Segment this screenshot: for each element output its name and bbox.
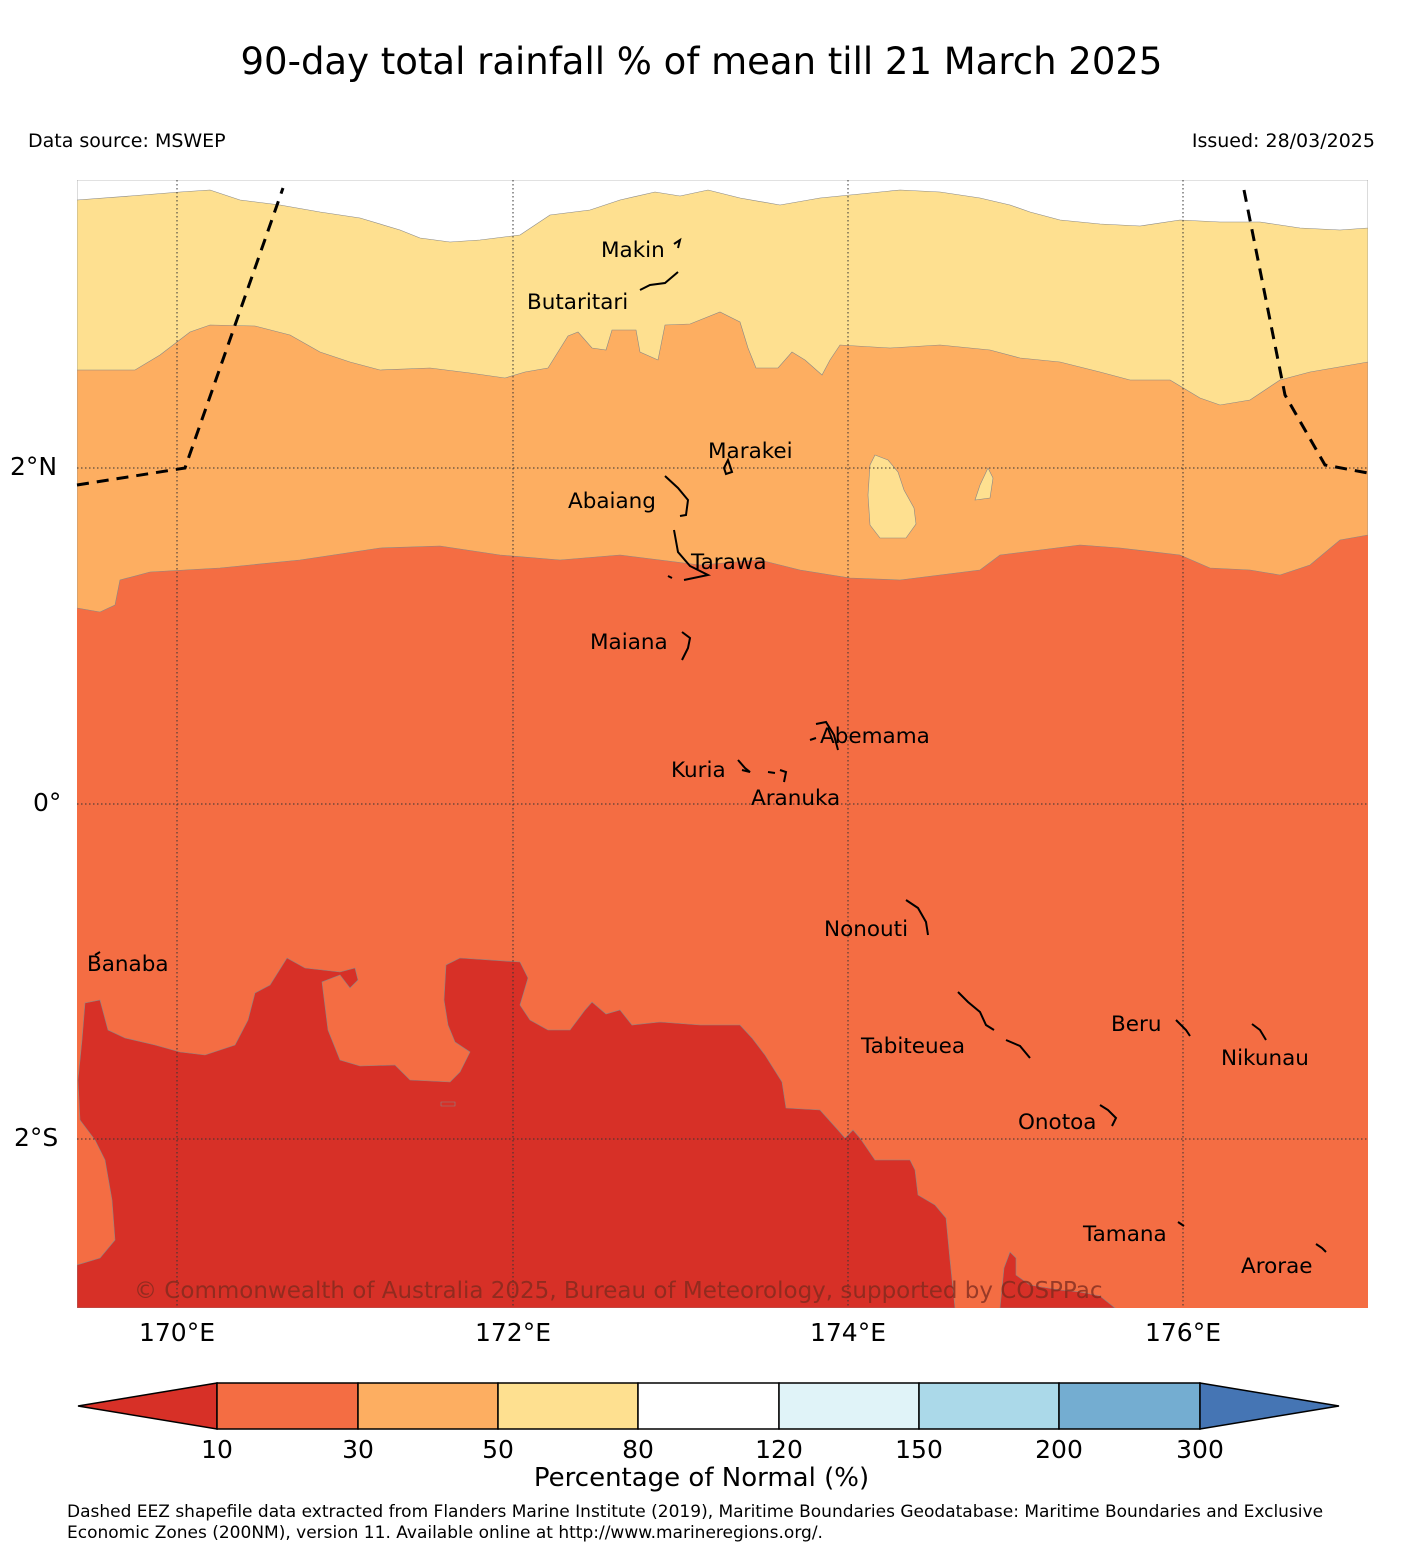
label-kuria: Kuria xyxy=(671,758,726,783)
issued-date: Issued: 28/03/2025 xyxy=(1191,130,1375,152)
colorbar-segment-10-30 xyxy=(216,1382,359,1430)
place-labels: Makin Butaritari Marakei Abaiang Tarawa … xyxy=(87,238,1312,1279)
island-marakei xyxy=(722,457,734,476)
graticule xyxy=(77,180,1368,1308)
label-maiana: Maiana xyxy=(590,630,668,655)
island-tarawa xyxy=(667,529,712,581)
island-nonouti xyxy=(905,899,929,936)
island-abemama xyxy=(809,720,839,751)
patch-50-80-a xyxy=(867,454,917,539)
island-outlines xyxy=(94,237,1327,1253)
island-arorae xyxy=(1315,1243,1327,1253)
island-butaritari xyxy=(639,271,679,291)
island-kuria xyxy=(737,759,751,773)
colorbar-tick: 150 xyxy=(895,1435,943,1464)
label-beru: Beru xyxy=(1111,1012,1161,1037)
island-beru xyxy=(1175,1019,1191,1037)
label-tarawa: Tarawa xyxy=(690,550,767,575)
patch-50-80-b xyxy=(974,467,994,501)
lat-label-2s: 2°S xyxy=(14,1123,59,1152)
label-onotoa: Onotoa xyxy=(1018,1110,1096,1135)
colorbar-title: Percentage of Normal (%) xyxy=(533,1463,870,1493)
island-nikunau xyxy=(1251,1023,1267,1041)
colorbar-segment-lt10 xyxy=(77,1382,218,1430)
island-tabiteuea xyxy=(957,991,1031,1059)
colorbar-segment-50-80 xyxy=(497,1382,639,1430)
label-nikunau: Nikunau xyxy=(1221,1046,1309,1071)
label-butaritari: Butaritari xyxy=(527,290,628,315)
label-arorae: Arorae xyxy=(1241,1254,1312,1279)
colorbar-tick: 200 xyxy=(1035,1435,1083,1464)
label-nonouti: Nonouti xyxy=(824,917,908,942)
island-tamana xyxy=(1177,1221,1185,1227)
colorbar-segment-80-120 xyxy=(637,1382,780,1430)
island-makin xyxy=(673,237,682,249)
colorbar-segment-30-50 xyxy=(357,1382,499,1430)
colorbar xyxy=(77,1382,1340,1430)
colorbar-segment-gt300 xyxy=(1199,1382,1340,1430)
colorbar-segment-150-200 xyxy=(918,1382,1060,1430)
label-aranuka: Aranuka xyxy=(751,786,840,811)
band-80-120 xyxy=(77,180,1368,243)
footnote: Dashed EEZ shapefile data extracted from… xyxy=(67,1502,1324,1543)
label-abemama: Abemama xyxy=(820,724,930,749)
patch-below-10-b xyxy=(999,1251,1116,1308)
rainfall-contours xyxy=(77,180,1368,1308)
colorbar-tick: 10 xyxy=(201,1435,233,1464)
patch-below-10-c xyxy=(440,1101,456,1107)
colorbar-tick: 300 xyxy=(1176,1435,1224,1464)
colorbar-tick: 120 xyxy=(755,1435,803,1464)
label-makin: Makin xyxy=(601,238,665,263)
colorbar-tick: 30 xyxy=(342,1435,374,1464)
label-tabiteuea: Tabiteuea xyxy=(860,1034,965,1059)
island-onotoa xyxy=(1099,1104,1118,1127)
island-banaba xyxy=(94,951,101,956)
colorbar-tick: 80 xyxy=(622,1435,654,1464)
data-source: Data source: MSWEP xyxy=(28,130,226,152)
map-title: 90-day total rainfall % of mean till 21 … xyxy=(240,40,1163,83)
label-abaiang: Abaiang xyxy=(568,489,656,514)
lat-label-0: 0° xyxy=(33,788,62,817)
lon-label-174e: 174°E xyxy=(809,1318,886,1347)
lon-label-170e: 170°E xyxy=(138,1318,215,1347)
copyright-watermark: © Commonwealth of Australia 2025, Bureau… xyxy=(134,1278,1103,1304)
colorbar-segment-120-150 xyxy=(778,1382,920,1430)
lon-label-176e: 176°E xyxy=(1144,1318,1221,1347)
island-maiana xyxy=(681,631,692,661)
label-tamana: Tamana xyxy=(1082,1222,1167,1247)
island-abaiang xyxy=(664,475,690,517)
colorbar-segment-200-300 xyxy=(1058,1382,1201,1430)
colorbar-tick: 50 xyxy=(482,1435,514,1464)
lon-label-172e: 172°E xyxy=(474,1318,551,1347)
band-50-80 xyxy=(77,180,1368,406)
lat-label-2n: 2°N xyxy=(10,452,58,481)
label-banaba: Banaba xyxy=(87,952,169,977)
band-below-10 xyxy=(77,957,956,1308)
label-marakei: Marakei xyxy=(708,439,793,464)
island-aranuka xyxy=(767,769,788,783)
eez-boundary xyxy=(76,187,1369,487)
